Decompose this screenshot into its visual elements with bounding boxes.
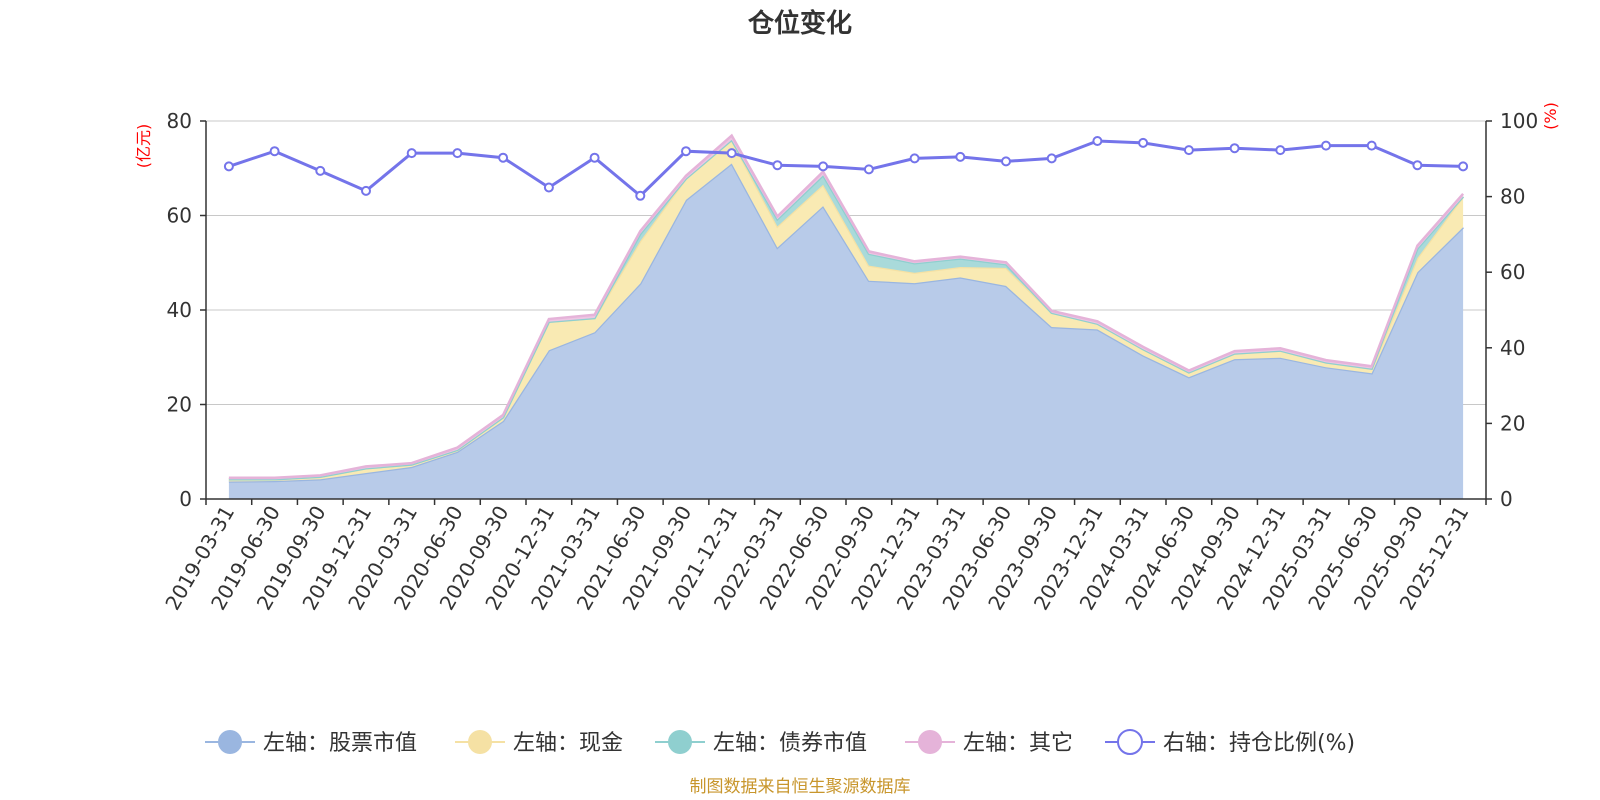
legend-marker	[468, 730, 492, 754]
source-note: 制图数据来自恒生聚源数据库	[690, 777, 911, 797]
right-tick-label: 20	[1500, 411, 1525, 435]
ratio-point[interactable]	[1458, 161, 1469, 172]
ratio-point[interactable]	[1046, 153, 1057, 164]
ratio-line	[228, 139, 1464, 198]
legend-marker	[1117, 729, 1143, 755]
ratio-point[interactable]	[863, 164, 874, 175]
legend-label: 左轴：债券市值	[713, 731, 867, 756]
ratio-point[interactable]	[269, 146, 280, 157]
ratio-point[interactable]	[1321, 140, 1331, 151]
ratio-point[interactable]	[1229, 143, 1240, 154]
ratio-point[interactable]	[818, 161, 829, 172]
ratio-point[interactable]	[361, 185, 371, 196]
legend-label: 左轴：其它	[963, 731, 1073, 756]
ratio-point[interactable]	[498, 152, 509, 163]
legend-item-2[interactable]: 左轴：现金	[455, 730, 623, 756]
legend-item-1[interactable]: 左轴：股票市值	[205, 730, 417, 756]
legend-marker	[918, 730, 942, 754]
legend-marker	[218, 730, 242, 754]
left-tick-label: 40	[167, 298, 192, 322]
ratio-point[interactable]	[406, 148, 417, 159]
right-tick-label: 60	[1500, 260, 1525, 284]
right-axis-unit: (%)	[1541, 102, 1560, 130]
ratio-point[interactable]	[1092, 136, 1103, 146]
ratio-point[interactable]	[1183, 145, 1194, 156]
left-tick-label: 0	[179, 487, 192, 511]
right-tick-label: 0	[1500, 487, 1513, 511]
ratio-point[interactable]	[589, 152, 600, 163]
area-series-1-fill	[228, 163, 1464, 499]
left-tick-label: 60	[167, 204, 192, 228]
right-tick-label: 80	[1500, 185, 1525, 209]
right-tick-label: 100	[1500, 109, 1538, 133]
area-series-4-edge	[228, 133, 1465, 479]
legend: 左轴：股票市值 左轴：现金 左轴：债券市值 左轴：其它 右轴：持仓比例(%)	[205, 729, 1355, 756]
right-tick-label: 40	[1500, 336, 1525, 360]
area-series	[228, 133, 1465, 499]
ratio-point[interactable]	[1412, 160, 1423, 171]
ratio-line-series	[223, 136, 1469, 201]
legend-label: 左轴：股票市值	[263, 731, 417, 756]
ratio-point[interactable]	[452, 148, 463, 159]
ratio-point[interactable]	[1001, 156, 1011, 167]
legend-item-3[interactable]: 左轴：债券市值	[655, 730, 867, 756]
legend-label: 右轴：持仓比例(%)	[1163, 731, 1355, 756]
legend-marker	[668, 730, 692, 754]
chart-title: 仓位变化	[747, 8, 852, 39]
ratio-point[interactable]	[1138, 137, 1149, 148]
ratio-point[interactable]	[726, 148, 737, 159]
ratio-point[interactable]	[772, 160, 783, 171]
ratio-point[interactable]	[635, 190, 646, 201]
ratio-point[interactable]	[1275, 145, 1286, 156]
ratio-point[interactable]	[223, 161, 234, 172]
legend-item-4[interactable]: 左轴：其它	[905, 730, 1073, 756]
left-tick-label: 80	[167, 109, 192, 133]
ratio-point[interactable]	[955, 151, 966, 162]
legend-label: 左轴：现金	[513, 731, 623, 756]
ratio-point[interactable]	[1366, 140, 1377, 151]
legend-item-5[interactable]: 右轴：持仓比例(%)	[1105, 729, 1355, 756]
left-tick-label: 20	[167, 393, 192, 417]
ratio-point[interactable]	[315, 165, 326, 176]
ratio-point[interactable]	[909, 153, 920, 164]
ratio-point[interactable]	[543, 182, 554, 193]
left-axis-unit: (亿元)	[134, 124, 153, 169]
ratio-point[interactable]	[681, 146, 691, 157]
